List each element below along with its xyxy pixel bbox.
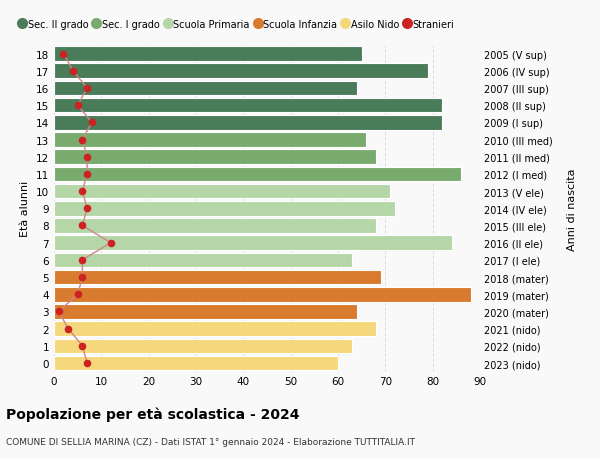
Y-axis label: Anni di nascita: Anni di nascita (567, 168, 577, 250)
Bar (54, 304, 357, 319)
Text: COMUNE DI SELLIA MARINA (CZ) - Dati ISTAT 1° gennaio 2024 - Elaborazione TUTTITA: COMUNE DI SELLIA MARINA (CZ) - Dati ISTA… (6, 437, 415, 446)
Y-axis label: Età alunni: Età alunni (20, 181, 31, 237)
Legend: Sec. II grado, Sec. I grado, Scuola Primaria, Scuola Infanzia, Asilo Nido, Stran: Sec. II grado, Sec. I grado, Scuola Prim… (20, 20, 455, 30)
Bar (54, 253, 352, 268)
Bar (54, 133, 367, 147)
Bar (54, 218, 376, 233)
Bar (54, 202, 395, 216)
Bar (54, 236, 452, 251)
Bar (54, 356, 338, 370)
Bar (54, 185, 390, 199)
Bar (54, 99, 442, 113)
Bar (54, 82, 357, 96)
Bar (54, 270, 380, 285)
Bar (54, 47, 362, 62)
Bar (54, 116, 442, 130)
Bar (54, 287, 470, 302)
Bar (54, 64, 428, 79)
Bar (54, 322, 376, 336)
Bar (54, 167, 461, 182)
Bar (54, 150, 376, 165)
Bar (54, 339, 352, 353)
Text: Popolazione per età scolastica - 2024: Popolazione per età scolastica - 2024 (6, 406, 299, 421)
